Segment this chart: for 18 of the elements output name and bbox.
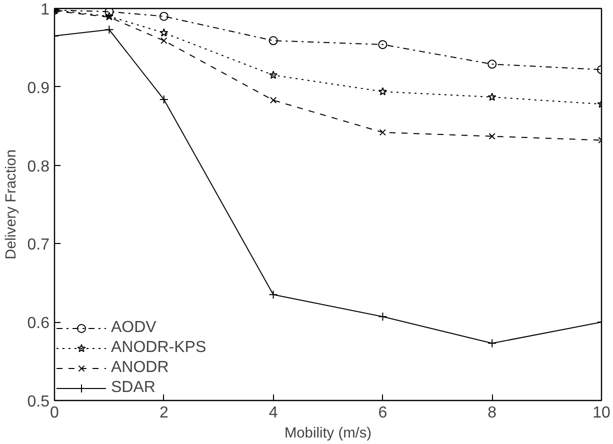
legend-label: ANODR [111, 359, 169, 377]
x-tick-label: 6 [378, 404, 388, 422]
x-tick-label: 0 [50, 404, 60, 422]
x-tick-label: 4 [268, 404, 278, 422]
y-tick-label: 1 [40, 2, 50, 18]
y-axis-title: Delivery Fraction [3, 150, 20, 260]
y-tick-label: 0.6 [27, 315, 50, 332]
legend-label: ANODR-KPS [111, 339, 206, 357]
x-tick-label: 8 [488, 404, 497, 422]
x-tick-label: 2 [159, 404, 168, 422]
y-tick-label: 0.9 [27, 80, 50, 97]
legend-label: AODV [111, 319, 156, 337]
y-tick-label: 0.7 [27, 236, 50, 254]
y-tick-label: 0.5 [27, 394, 50, 410]
y-tick-label: 0.8 [27, 158, 50, 176]
x-axis-title: Mobility (m/s) [284, 426, 372, 442]
x-tick-label: 10 [592, 404, 610, 422]
legend-label: SDAR [111, 379, 156, 397]
